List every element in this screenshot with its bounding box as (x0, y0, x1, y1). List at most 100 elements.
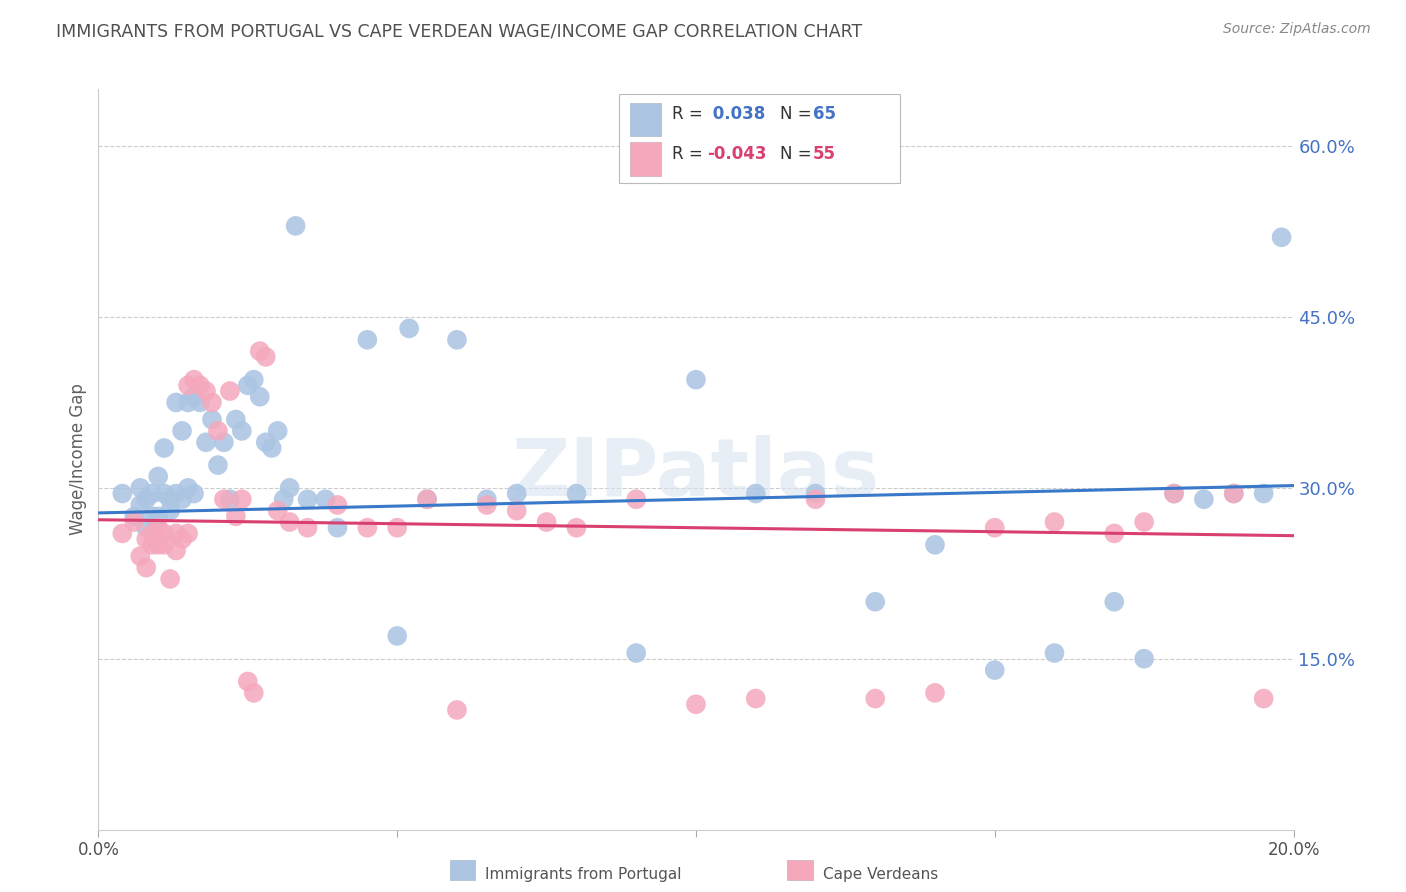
Point (165, 526, 187, 541)
Point (1253, 486, 1275, 500)
Point (207, 424, 229, 438)
Point (141, 538, 163, 552)
Point (141, 486, 163, 500)
Point (984, 663, 1007, 677)
Text: Cape Verdeans: Cape Verdeans (823, 867, 938, 882)
Point (1223, 486, 1246, 500)
Point (254, 350, 277, 364)
Point (506, 486, 529, 500)
Point (865, 595, 887, 609)
Text: Source: ZipAtlas.com: Source: ZipAtlas.com (1223, 22, 1371, 37)
Point (141, 509, 163, 524)
Point (165, 543, 187, 558)
Point (804, 486, 827, 500)
Point (183, 390, 205, 404)
Point (267, 424, 290, 438)
Text: 55: 55 (813, 145, 835, 163)
Point (124, 515, 146, 529)
Point (236, 378, 259, 392)
Point (1133, 651, 1156, 665)
Point (326, 498, 349, 512)
Text: R =: R = (672, 145, 709, 163)
Point (129, 481, 152, 495)
Point (865, 691, 887, 706)
Point (273, 492, 295, 507)
Point (416, 492, 439, 507)
Point (219, 384, 242, 398)
Point (1223, 486, 1246, 500)
Point (416, 492, 439, 507)
Point (278, 481, 301, 495)
Point (148, 538, 170, 552)
Point (1253, 691, 1275, 706)
Point (188, 378, 211, 392)
Point (536, 515, 558, 529)
Point (446, 333, 468, 347)
Point (219, 492, 242, 507)
Point (385, 521, 409, 535)
Point (506, 503, 529, 517)
Point (315, 492, 337, 507)
Point (172, 424, 194, 438)
Point (385, 629, 409, 643)
Point (177, 481, 200, 495)
Point (159, 492, 181, 507)
Point (398, 321, 420, 335)
Point (183, 486, 205, 500)
Point (565, 486, 588, 500)
Point (1043, 515, 1066, 529)
Point (153, 538, 176, 552)
Point (1043, 646, 1066, 660)
Point (231, 492, 253, 507)
Point (129, 498, 152, 512)
Point (177, 395, 200, 409)
Point (356, 521, 378, 535)
Text: R =: R = (672, 105, 709, 123)
Point (212, 435, 235, 450)
Point (135, 521, 157, 535)
Text: ZIPatlas: ZIPatlas (512, 435, 880, 513)
Point (212, 492, 235, 507)
Point (924, 686, 946, 700)
Point (278, 515, 301, 529)
Point (1104, 595, 1126, 609)
Text: N =: N = (780, 105, 817, 123)
Point (1163, 486, 1185, 500)
Point (804, 492, 827, 507)
Point (172, 492, 194, 507)
Point (1192, 492, 1215, 507)
Point (1104, 526, 1126, 541)
Point (195, 384, 218, 398)
Point (249, 390, 271, 404)
Point (745, 486, 768, 500)
Point (267, 503, 290, 517)
Point (207, 458, 229, 472)
Text: Immigrants from Portugal: Immigrants from Portugal (485, 867, 682, 882)
Point (260, 441, 283, 455)
Text: 0.038: 0.038 (707, 105, 765, 123)
Point (124, 509, 146, 524)
Text: N =: N = (780, 145, 817, 163)
Point (475, 492, 498, 507)
Point (924, 538, 946, 552)
Point (165, 486, 187, 500)
Point (243, 686, 266, 700)
Point (243, 373, 266, 387)
Point (685, 373, 707, 387)
Point (188, 395, 211, 409)
Point (249, 344, 271, 359)
Point (326, 521, 349, 535)
Point (297, 521, 319, 535)
Point (153, 441, 176, 455)
Point (225, 509, 247, 524)
Point (297, 492, 319, 507)
Point (201, 412, 224, 426)
Point (135, 492, 157, 507)
Point (148, 521, 170, 535)
Point (129, 549, 152, 564)
Point (446, 703, 468, 717)
Point (159, 503, 181, 517)
Point (626, 646, 648, 660)
Point (685, 698, 707, 712)
Point (153, 526, 176, 541)
